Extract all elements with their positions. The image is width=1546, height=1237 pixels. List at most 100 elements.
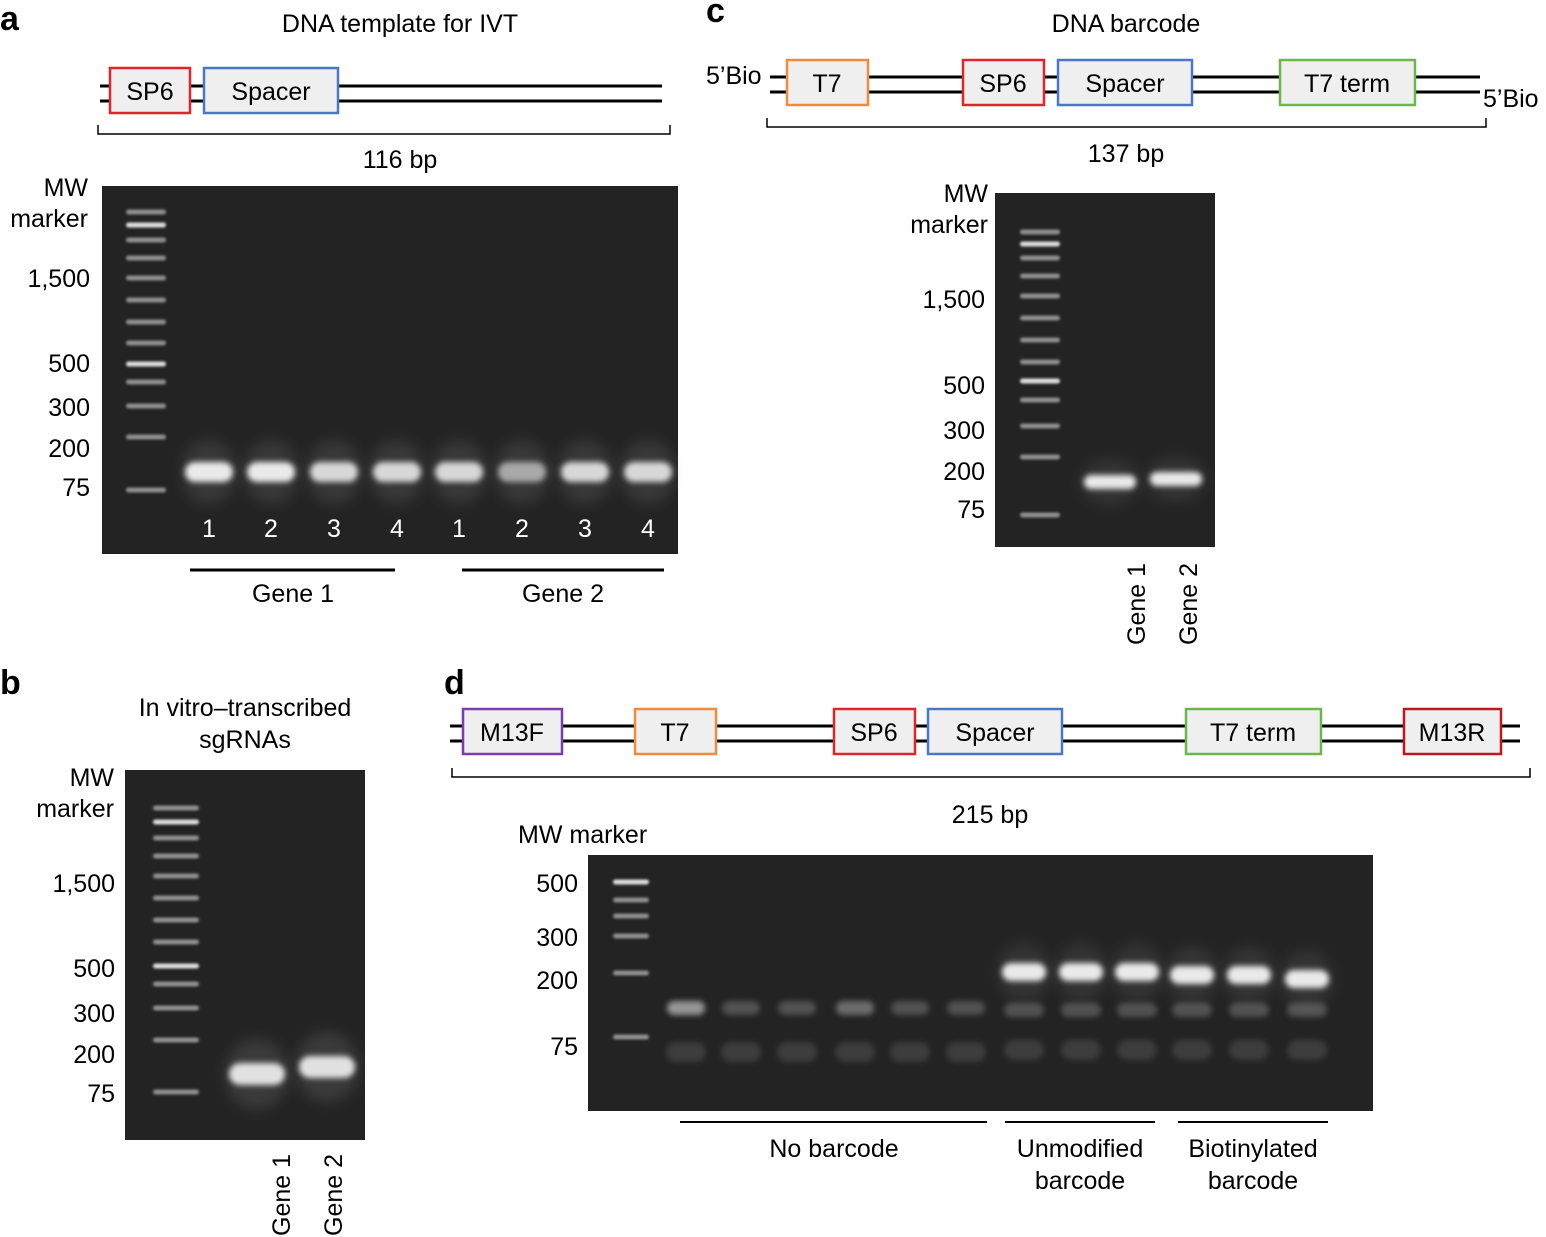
t7-element: T7 <box>633 707 718 756</box>
sample-band <box>498 462 546 482</box>
mw-label: MW marker <box>518 821 647 849</box>
marker-500: 500 <box>536 870 578 898</box>
ladder-band <box>126 237 166 243</box>
lane-number: 1 <box>202 515 216 543</box>
panel-d-label: d <box>444 664 465 702</box>
sample-band <box>435 462 483 482</box>
ladder-band <box>153 873 199 879</box>
sample-band <box>1172 1003 1212 1017</box>
sample-band <box>247 462 295 482</box>
marker-500: 500 <box>943 372 985 400</box>
ladder-band <box>126 275 166 281</box>
sample-band <box>1117 1040 1157 1060</box>
lane-label-gene1: Gene 1 <box>268 1154 296 1236</box>
mw-label-line2: marker <box>36 795 114 823</box>
group-label-biotinylated-line1: Biotinylated <box>1188 1135 1317 1163</box>
sp6-label: SP6 <box>979 70 1026 98</box>
sample-band <box>624 462 672 482</box>
sample-band <box>1059 963 1103 981</box>
panel-b-label: b <box>0 664 21 702</box>
ladder-band <box>1020 315 1060 321</box>
sample-band <box>1150 472 1202 486</box>
lane-number: 3 <box>578 515 592 543</box>
ladder-band <box>1020 397 1060 403</box>
m13f-element: M13F <box>461 707 564 756</box>
panel-c-label: c <box>706 0 725 30</box>
m13f-label: M13F <box>480 719 544 747</box>
ladder-band <box>1020 255 1060 261</box>
group-label-biotinylated-line2: barcode <box>1208 1167 1298 1195</box>
sp6-label: SP6 <box>126 78 173 106</box>
sample-band <box>836 1001 874 1015</box>
mw-label-line1: MW <box>944 180 989 208</box>
marker-75: 75 <box>550 1033 578 1061</box>
size-label: 116 bp <box>363 146 438 174</box>
sample-band <box>373 462 421 482</box>
marker-300: 300 <box>943 417 985 445</box>
size-label: 215 bp <box>952 801 1028 829</box>
sample-band <box>722 1001 760 1015</box>
group-label-gene2: Gene 2 <box>522 580 604 608</box>
sample-band <box>778 1001 816 1015</box>
size-bracket <box>766 118 1487 128</box>
ladder-band <box>126 340 166 346</box>
panel-a-title: DNA template for IVT <box>282 10 518 38</box>
marker-300: 300 <box>73 1000 115 1028</box>
ladder-band <box>153 853 199 859</box>
mw-label-line2: marker <box>10 205 88 233</box>
ladder-band <box>126 379 166 385</box>
marker-1500: 1,500 <box>922 286 985 314</box>
size-label: 137 bp <box>1088 140 1164 168</box>
sp6-label: SP6 <box>850 719 897 747</box>
marker-1500: 1,500 <box>52 870 115 898</box>
lane-label-gene2: Gene 2 <box>1175 563 1203 645</box>
spacer-element: Spacer <box>926 707 1064 756</box>
sample-band <box>667 1001 705 1015</box>
panel-b-title-line2: sgRNAs <box>199 726 291 754</box>
ladder-band <box>1020 423 1060 429</box>
marker-200: 200 <box>48 435 90 463</box>
ladder-band <box>613 1034 649 1040</box>
sample-band <box>1115 963 1159 981</box>
ladder-band <box>153 805 199 811</box>
ladder <box>126 209 166 493</box>
sample-band <box>1287 1003 1327 1017</box>
ladder-band <box>126 434 166 440</box>
panel-b: b In vitro–transcribed sgRNAs MW marker … <box>0 664 365 1236</box>
group-label-gene1: Gene 1 <box>252 580 334 608</box>
ladder-band <box>613 933 649 939</box>
group-label-no-barcode: No barcode <box>769 1135 898 1163</box>
marker-200: 200 <box>943 458 985 486</box>
mw-label-line1: MW <box>44 174 89 202</box>
sample-band <box>1061 1003 1101 1017</box>
t7-label: T7 <box>660 719 689 747</box>
spacer-label: Spacer <box>1085 70 1164 98</box>
panel-d: d M13F T7 SP6 Spacer T7 term M13R 215 bp <box>444 664 1531 1195</box>
ladder-band <box>613 913 649 919</box>
ladder-band <box>126 361 166 367</box>
group-label-unmodified-line1: Unmodified <box>1017 1135 1143 1163</box>
sample-band <box>1084 475 1136 489</box>
m13r-element: M13R <box>1402 707 1503 756</box>
ladder-band <box>153 981 199 987</box>
marker-200: 200 <box>73 1041 115 1069</box>
t7-term-label: T7 term <box>1304 70 1390 98</box>
spacer-element: Spacer <box>202 66 340 115</box>
marker-500: 500 <box>48 350 90 378</box>
marker-300: 300 <box>536 924 578 952</box>
sample-band <box>1004 1040 1044 1060</box>
ladder-band <box>153 835 199 841</box>
lane-number: 2 <box>515 515 529 543</box>
size-bracket <box>97 125 671 135</box>
ladder-band <box>153 963 199 969</box>
t7-term-label: T7 term <box>1210 719 1296 747</box>
marker-300: 300 <box>48 394 90 422</box>
panel-c: c DNA barcode 5’Bio 5’Bio T7 SP6 Spacer … <box>706 0 1539 645</box>
ladder-band <box>1020 229 1060 235</box>
ladder-band <box>153 1037 199 1043</box>
t7-element: T7 <box>785 58 870 107</box>
sample-band <box>835 1042 875 1062</box>
right-end-label: 5’Bio <box>1483 85 1539 113</box>
ladder-band <box>613 879 649 885</box>
